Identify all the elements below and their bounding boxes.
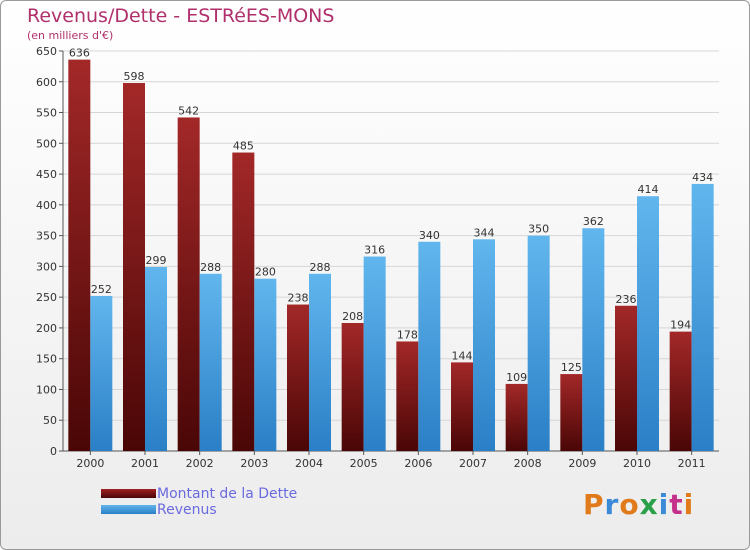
bar-dette-2007 <box>451 362 473 451</box>
data-label-revenus-2005: 316 <box>364 244 385 257</box>
data-label-revenus-2001: 299 <box>146 254 167 267</box>
y-tick-label: 250 <box>36 291 57 304</box>
y-tick-label: 600 <box>36 76 57 89</box>
x-tick-label: 2003 <box>240 457 268 470</box>
y-tick-label: 350 <box>36 230 57 243</box>
x-tick-label: 2006 <box>404 457 432 470</box>
data-label-revenus-2010: 414 <box>638 183 659 196</box>
bar-revenus-2010 <box>637 196 659 451</box>
bar-dette-2000 <box>68 59 91 451</box>
data-label-dette-2008: 109 <box>506 371 527 384</box>
legend-swatch-revenus <box>101 505 156 514</box>
data-label-revenus-2006: 340 <box>419 229 440 242</box>
data-label-revenus-2008: 350 <box>528 223 549 236</box>
logo-letter: o <box>619 488 640 521</box>
legend-label-revenus: Revenus <box>157 502 217 518</box>
bar-revenus-2009 <box>582 228 605 451</box>
data-label-revenus-2003: 280 <box>255 266 276 279</box>
x-tick-label: 2010 <box>623 457 651 470</box>
y-tick-label: 500 <box>36 137 57 150</box>
x-tick-label: 2000 <box>76 457 104 470</box>
data-label-revenus-2007: 344 <box>474 226 495 239</box>
bar-dette-2010 <box>615 305 637 451</box>
data-label-revenus-2000: 252 <box>91 283 112 296</box>
bar-revenus-2003 <box>254 278 277 451</box>
x-tick-label: 2008 <box>514 457 542 470</box>
grid-lines <box>63 50 719 452</box>
y-tick-label: 50 <box>43 414 57 427</box>
data-label-revenus-2011: 434 <box>692 171 713 184</box>
bar-revenus-2007 <box>473 239 495 451</box>
bar-dette-2004 <box>287 304 309 451</box>
proxiti-logo: Proxiti <box>583 488 694 521</box>
logo-letter: r <box>604 488 620 521</box>
x-tick-label: 2005 <box>350 457 378 470</box>
data-label-dette-2005: 208 <box>342 310 363 323</box>
bar-revenus-2006 <box>418 241 441 451</box>
bar-dette-2003 <box>232 152 255 452</box>
data-label-dette-2002: 542 <box>178 104 199 117</box>
data-label-dette-2003: 485 <box>233 140 254 153</box>
chart-subtitle: (en milliers d'€) <box>27 29 114 42</box>
bar-dette-2006 <box>396 341 419 451</box>
y-tick-label: 200 <box>36 322 57 335</box>
x-tick-label: 2011 <box>678 457 706 470</box>
bar-dette-2001 <box>123 83 145 451</box>
y-tick-label: 100 <box>36 383 57 396</box>
y-tick-label: 400 <box>36 199 57 212</box>
data-label-dette-2010: 236 <box>616 293 637 306</box>
data-label-dette-2007: 144 <box>452 349 473 362</box>
bar-revenus-2001 <box>145 267 167 451</box>
logo-letter: i <box>683 488 695 521</box>
data-label-dette-2011: 194 <box>670 319 691 332</box>
y-tick-label: 150 <box>36 353 57 366</box>
data-label-dette-2000: 636 <box>69 47 90 60</box>
bar-revenus-2011 <box>691 183 714 451</box>
bar-dette-2002 <box>177 117 200 451</box>
x-tick-label: 2007 <box>459 457 487 470</box>
data-label-dette-2006: 178 <box>397 328 418 341</box>
y-tick-label: 0 <box>50 445 57 458</box>
axes: 0 50 100 150 200 250 300 350 400 450 500 550 600 650 2… <box>36 45 719 470</box>
legend-label-dette: Montant de la Dette <box>157 486 298 502</box>
bar-revenus-2000 <box>90 295 113 451</box>
logo-letter: i <box>658 488 670 521</box>
x-tick-label: 2001 <box>131 457 159 470</box>
data-label-dette-2009: 125 <box>561 361 582 374</box>
data-label-revenus-2002: 288 <box>200 261 221 274</box>
bar-dette-2008 <box>505 383 528 451</box>
data-label-dette-2004: 238 <box>288 292 309 305</box>
x-tick-label: 2009 <box>568 457 596 470</box>
chart-title: Revenus/Dette - ESTRéES-MONS <box>27 5 335 27</box>
data-label-revenus-2004: 288 <box>310 261 331 274</box>
bar-revenus-2002 <box>199 273 222 451</box>
logo-letter: x <box>639 488 659 521</box>
data-label-revenus-2009: 362 <box>583 215 604 228</box>
y-tick-label: 650 <box>36 45 57 58</box>
bar-dette-2005 <box>341 323 364 451</box>
bar-dette-2011 <box>669 331 692 451</box>
logo-letter: P <box>583 488 605 521</box>
data-label-dette-2001: 598 <box>124 70 145 83</box>
bar-revenus-2004 <box>309 273 331 451</box>
x-tick-label: 2004 <box>295 457 323 470</box>
y-tick-label: 550 <box>36 107 57 120</box>
bar-revenus-2008 <box>527 235 550 451</box>
bar-dette-2009 <box>560 374 583 451</box>
x-tick-label: 2002 <box>186 457 214 470</box>
legend-swatch-dette <box>101 489 156 498</box>
y-tick-label: 300 <box>36 260 57 273</box>
logo-letter: t <box>669 488 684 521</box>
bar-revenus-2005 <box>363 256 386 451</box>
data-labels: 636 252 598 299 542 288 485 280 238 288 208 316 178 3… <box>69 47 713 384</box>
y-tick-label: 450 <box>36 168 57 181</box>
bars <box>68 59 714 452</box>
